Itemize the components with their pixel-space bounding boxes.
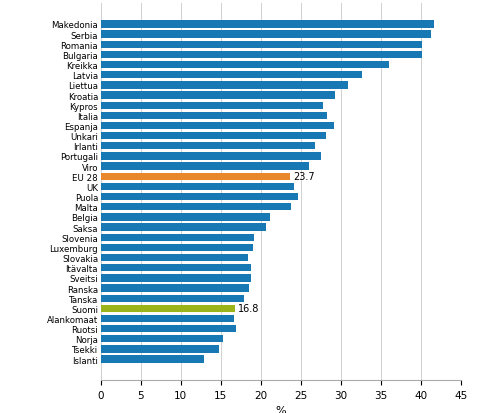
Bar bbox=[101, 62, 389, 69]
X-axis label: %: % bbox=[276, 405, 286, 413]
Bar bbox=[101, 173, 290, 180]
Bar bbox=[101, 31, 431, 39]
Bar bbox=[101, 112, 327, 120]
Bar bbox=[101, 52, 421, 59]
Bar bbox=[101, 295, 244, 302]
Bar bbox=[101, 224, 265, 231]
Bar bbox=[101, 356, 204, 363]
Bar bbox=[101, 92, 335, 100]
Bar bbox=[101, 72, 362, 79]
Bar bbox=[101, 264, 251, 272]
Bar bbox=[101, 21, 433, 28]
Text: 23.7: 23.7 bbox=[294, 172, 315, 182]
Bar bbox=[101, 183, 294, 191]
Bar bbox=[101, 82, 348, 89]
Bar bbox=[101, 163, 309, 170]
Bar bbox=[101, 315, 234, 323]
Bar bbox=[101, 345, 219, 353]
Text: 16.8: 16.8 bbox=[239, 304, 260, 313]
Bar bbox=[101, 214, 270, 221]
Bar bbox=[101, 275, 251, 282]
Bar bbox=[101, 143, 315, 150]
Bar bbox=[101, 285, 249, 292]
Bar bbox=[101, 254, 248, 261]
Bar bbox=[101, 325, 236, 332]
Bar bbox=[101, 153, 321, 160]
Bar bbox=[101, 133, 326, 140]
Bar bbox=[101, 234, 254, 241]
Bar bbox=[101, 204, 291, 211]
Bar bbox=[101, 41, 422, 49]
Bar bbox=[101, 244, 253, 252]
Bar bbox=[101, 305, 235, 312]
Bar bbox=[101, 335, 223, 343]
Bar bbox=[101, 123, 335, 130]
Bar bbox=[101, 102, 323, 109]
Bar bbox=[101, 193, 299, 201]
